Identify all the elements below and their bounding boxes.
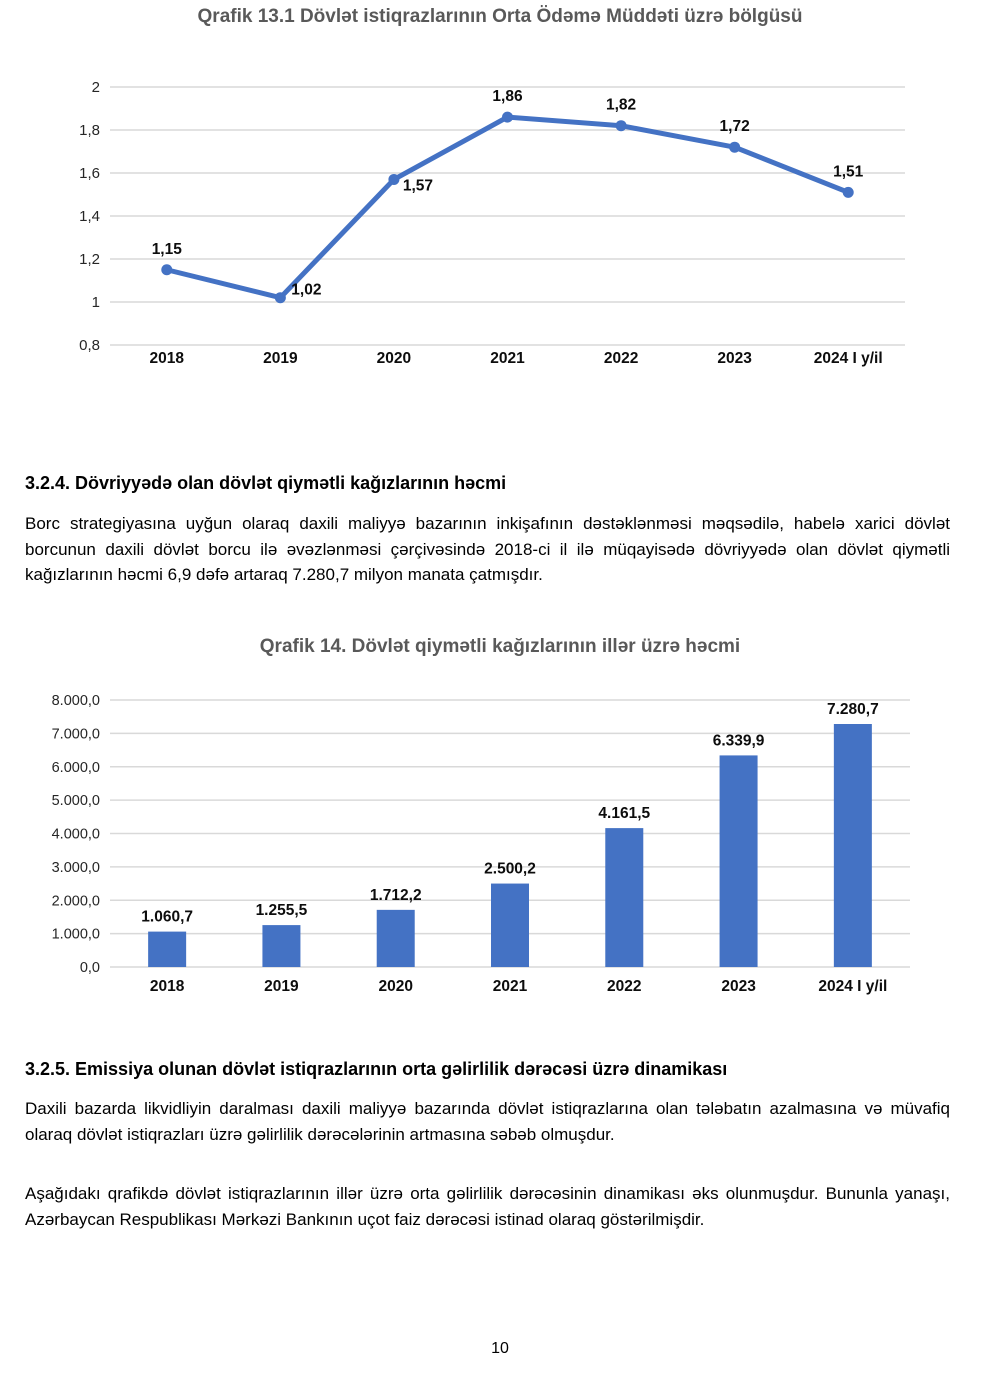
x-axis-tick-label: 2020 [378, 978, 412, 995]
y-axis-tick-label: 2 [92, 79, 100, 96]
bar [719, 755, 758, 967]
data-point-label: 1,51 [833, 163, 864, 180]
y-axis-tick-label: 1 [92, 294, 100, 311]
y-axis-tick-label: 5.000,0 [52, 793, 100, 809]
y-axis-tick-label: 0,8 [79, 337, 100, 354]
bar-value-label: 1.255,5 [256, 902, 308, 919]
line-chart-title: Qrafik 13.1 Dövlət istiqrazlarının Orta … [197, 6, 803, 27]
bar [376, 909, 415, 967]
x-axis-tick-label: 2024 I y/il [814, 350, 883, 367]
y-axis-tick-label: 1,8 [79, 122, 100, 139]
data-point-marker [388, 173, 400, 185]
y-axis-tick-label: 7.000,0 [52, 726, 100, 742]
data-point-label: 1,57 [403, 177, 433, 194]
data-point-label: 1,72 [720, 118, 750, 135]
x-axis-tick-label: 2019 [263, 350, 298, 367]
data-point-marker [274, 292, 286, 304]
x-axis-tick-label: 2024 I y/il [818, 978, 887, 995]
bar [148, 931, 187, 967]
x-axis-tick-label: 2023 [717, 350, 752, 367]
bar [491, 883, 529, 967]
data-point-marker [729, 141, 741, 153]
data-point-marker [615, 120, 627, 132]
y-axis-tick-label: 1,4 [79, 208, 100, 225]
line-series [164, 114, 851, 301]
paragraph-325-2: Aşağıdakı qrafikdə dövlət istiqrazlarını… [25, 1184, 950, 1229]
x-axis-tick-label: 2020 [377, 350, 411, 367]
page-number: 10 [491, 1340, 509, 1357]
section-heading-324: 3.2.4. Dövriyyədə olan dövlət qiymətli k… [25, 473, 507, 493]
line-chart: 2 1,8 1,6 1,4 1,2 1 0,8 2018 2019 2020 2021 2022 202… [79, 79, 905, 367]
x-axis-tick-label: 2021 [490, 350, 525, 367]
x-axis-tick-label: 2021 [493, 978, 528, 995]
y-axis-tick-label: 0,0 [80, 960, 100, 976]
y-axis-tick-label: 8.000,0 [52, 693, 100, 709]
data-point-label: 1,15 [152, 241, 183, 258]
bar [833, 724, 872, 967]
bar-value-label: 4.161,5 [598, 805, 650, 822]
y-axis-tick-label: 4.000,0 [52, 827, 100, 843]
x-axis-tick-label: 2018 [150, 978, 185, 995]
data-point-marker [842, 186, 854, 198]
y-axis-tick-label: 1,2 [79, 251, 100, 268]
bar-value-label: 6.339,9 [713, 732, 765, 749]
x-axis-tick-label: 2022 [607, 978, 641, 995]
data-point-marker [502, 111, 513, 123]
bar [262, 925, 301, 967]
y-axis-tick-label: 1,6 [79, 165, 100, 182]
bar-chart-title: Qrafik 14. Dövlət qiymətli kağızlarının … [259, 636, 741, 657]
data-point-marker [161, 264, 173, 276]
x-axis-tick-label: 2022 [604, 350, 638, 367]
x-axis-tick-label: 2023 [721, 978, 756, 995]
x-axis-tick-label: 2018 [150, 350, 185, 367]
bar-value-label: 2.500,2 [484, 861, 536, 878]
bar-value-label: 1.712,2 [370, 887, 422, 904]
x-axis-tick-label: 2019 [264, 978, 299, 995]
paragraph-325-1: Daxili bazarda likvidliyin daralması dax… [25, 1099, 950, 1144]
data-point-label: 1,82 [606, 97, 636, 114]
section-heading-325: 3.2.5. Emissiya olunan dövlət istiqrazla… [25, 1059, 728, 1079]
paragraph-324: Borc strategiyasına uyğun olaraq daxili … [25, 514, 950, 584]
y-axis-tick-label: 6.000,0 [52, 760, 100, 776]
y-axis-tick-label: 2.000,0 [52, 893, 100, 909]
bar [605, 828, 644, 967]
y-axis-tick-label: 3.000,0 [52, 860, 100, 876]
data-point-label: 1,86 [492, 88, 523, 105]
bar-chart: 8.000,0 7.000,0 6.000,0 5.000,0 4.000,0 3.000… [52, 693, 910, 995]
bar-value-label: 1.060,7 [141, 909, 193, 926]
bar-value-label: 7.280,7 [827, 701, 879, 718]
y-axis-tick-label: 1.000,0 [52, 927, 100, 943]
data-point-label: 1,02 [291, 282, 321, 299]
